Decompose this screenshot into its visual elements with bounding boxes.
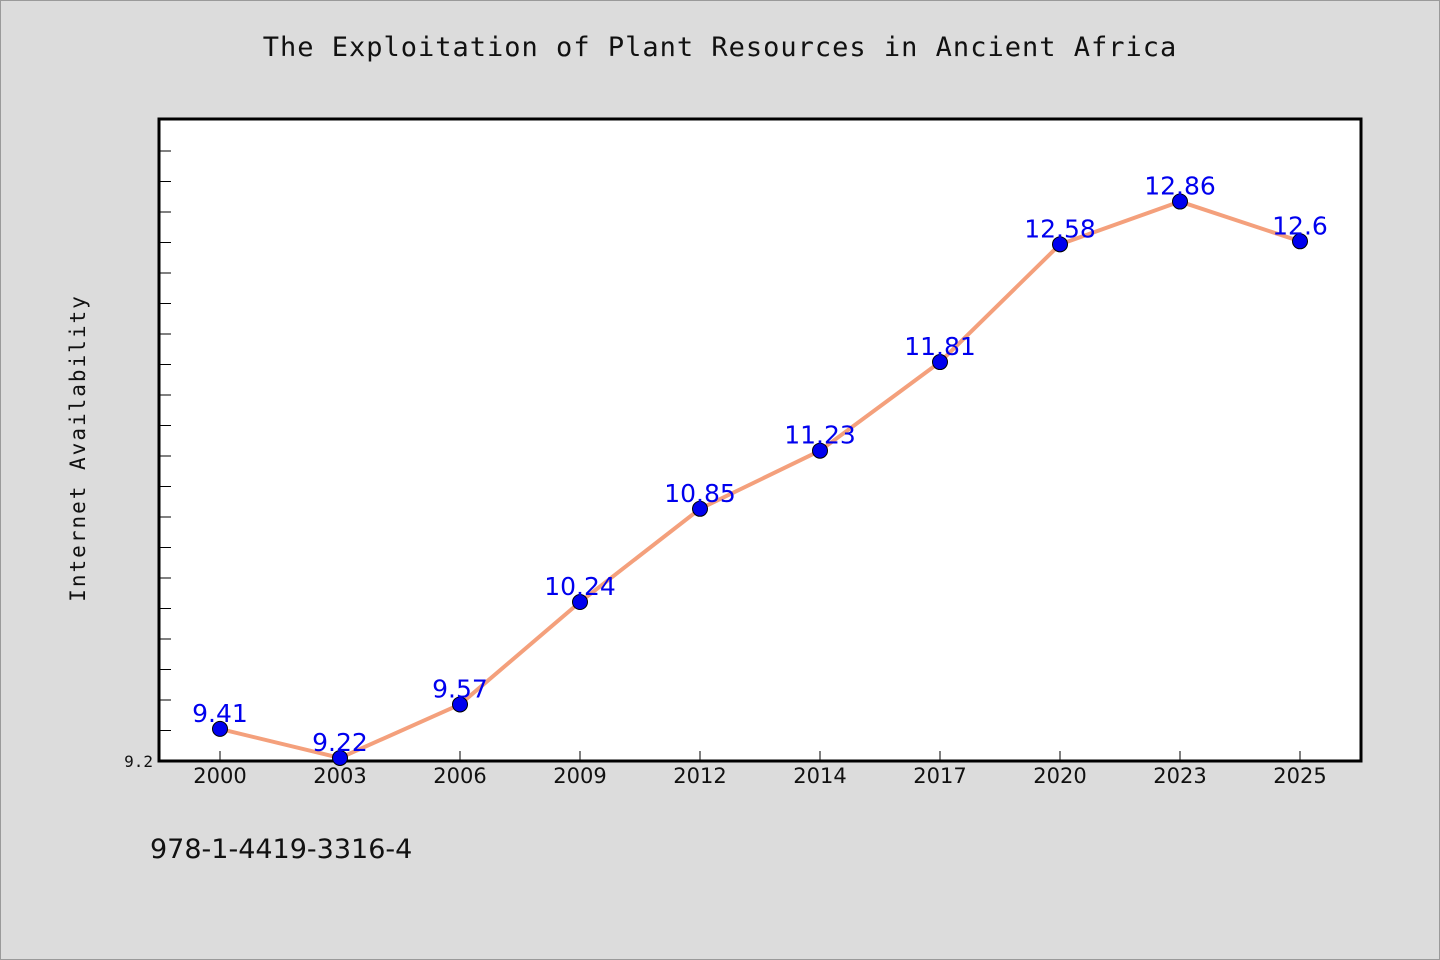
- data-point: [812, 442, 828, 459]
- data-point: [212, 720, 228, 737]
- chart-title: The Exploitation of Plant Resources in A…: [262, 32, 1178, 63]
- data-point: [572, 594, 588, 611]
- data-labels: 9.41 9.22 9.57 10.24 10.85 11.23 11.81 12.58 12.…: [192, 172, 1328, 757]
- x-tick-label: 2023: [1153, 764, 1206, 788]
- x-tick-label: 2003: [313, 764, 366, 788]
- y-tick-label: 9.2: [124, 752, 153, 771]
- x-tick-label: 2020: [1033, 764, 1086, 788]
- y-axis-ticks: 9.2: [124, 150, 171, 771]
- data-label: 10.24: [544, 572, 616, 601]
- x-tick-label: 2012: [673, 764, 726, 788]
- x-tick-label: 2009: [553, 764, 606, 788]
- data-label: 9.57: [432, 674, 488, 703]
- data-label: 9.22: [312, 728, 368, 757]
- data-point: [332, 749, 348, 766]
- data-point: [932, 354, 948, 371]
- data-label: 10.85: [664, 479, 736, 508]
- x-tick-label: 2006: [433, 764, 486, 788]
- data-markers: [212, 193, 1308, 766]
- data-point: [452, 696, 468, 713]
- x-axis-ticks: 2000 2003 2006 2009 2012 2014 2017 2020 2023 2025: [193, 751, 1327, 788]
- data-point: [1052, 236, 1068, 253]
- data-label: 12.6: [1272, 211, 1328, 240]
- data-point: [692, 500, 708, 517]
- data-label: 12.86: [1144, 172, 1216, 201]
- data-point: [1172, 193, 1188, 210]
- series-line: [219, 199, 1301, 760]
- data-point: [1292, 233, 1308, 250]
- isbn-text: 978-1-4419-3316-4: [150, 834, 413, 865]
- plot-area: [157, 117, 1363, 763]
- data-label: 12.58: [1024, 214, 1096, 243]
- x-tick-label: 2000: [193, 764, 246, 788]
- data-label: 11.23: [784, 421, 856, 450]
- x-tick-label: 2025: [1273, 764, 1326, 788]
- x-tick-label: 2014: [793, 764, 846, 788]
- data-label: 9.41: [192, 699, 248, 728]
- x-tick-label: 2017: [913, 764, 966, 788]
- data-label: 11.81: [904, 332, 976, 361]
